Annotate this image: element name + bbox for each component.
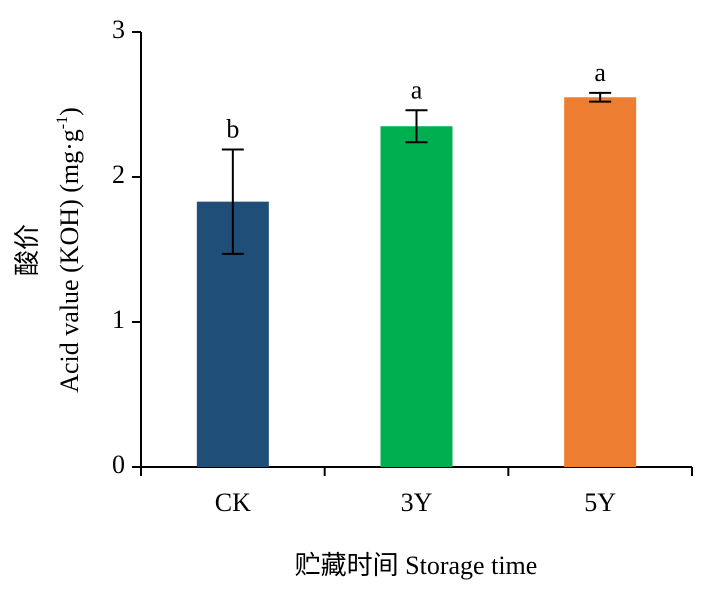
- y-axis-label-end: ): [55, 107, 84, 116]
- bar: [380, 126, 453, 467]
- y-tick-label: 3: [112, 15, 125, 44]
- y-tick-label: 2: [112, 160, 125, 189]
- y-tick-label: 1: [112, 305, 125, 334]
- bar: [564, 97, 637, 467]
- x-axis-label: 贮藏时间 Storage time: [295, 551, 538, 580]
- x-tick-label: 5Y: [584, 488, 616, 517]
- y-axis-label-text: Acid value (KOH) (mg·g: [55, 129, 84, 393]
- significance-letter: a: [411, 75, 423, 104]
- x-tick-label: 3Y: [401, 488, 433, 517]
- y-axis-label-sup: -1: [54, 116, 71, 129]
- y-tick-label: 0: [112, 450, 125, 479]
- y-axis-label: 酸价: [13, 224, 42, 276]
- x-tick-label: CK: [215, 488, 251, 517]
- significance-letter: b: [226, 114, 239, 143]
- y-axis-label: Acid value (KOH) (mg·g-1): [54, 107, 84, 393]
- significance-letter: a: [594, 58, 606, 87]
